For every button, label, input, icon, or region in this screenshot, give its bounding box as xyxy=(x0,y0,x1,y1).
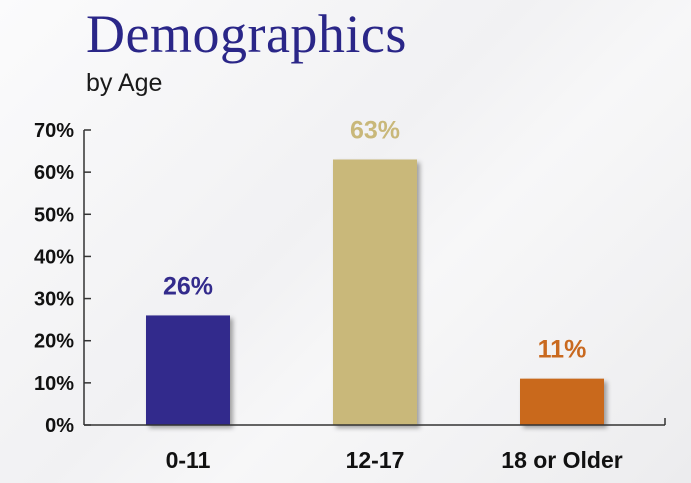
chart-subtitle: by Age xyxy=(86,69,163,97)
bar-12-17 xyxy=(333,159,417,425)
data-label: 63% xyxy=(350,117,400,145)
bars: 26% 63% 11% xyxy=(146,117,604,425)
y-tick-label: 40% xyxy=(34,246,74,268)
x-category-label: 12-17 xyxy=(346,447,405,473)
x-category-label: 18 or Older xyxy=(501,447,622,473)
x-axis: 0-11 12-17 18 or Older xyxy=(84,418,666,473)
y-tick-label: 60% xyxy=(34,162,74,184)
data-label: 11% xyxy=(538,336,587,364)
chart-title: Demographics xyxy=(86,4,407,64)
bar-0-11 xyxy=(146,315,230,425)
y-tick-label: 10% xyxy=(34,373,74,395)
y-tick-label: 0% xyxy=(45,415,74,437)
bar-18-or-older xyxy=(520,378,604,425)
x-category-label: 0-11 xyxy=(166,447,211,473)
y-tick-label: 50% xyxy=(34,204,74,226)
y-tick-label: 20% xyxy=(34,331,74,353)
y-tick-label: 30% xyxy=(34,289,74,311)
y-axis: 0% 10% 20% 30% 40% 50% 60% 70% xyxy=(34,120,91,437)
data-label: 26% xyxy=(163,272,213,300)
y-tick-label: 70% xyxy=(34,120,74,142)
